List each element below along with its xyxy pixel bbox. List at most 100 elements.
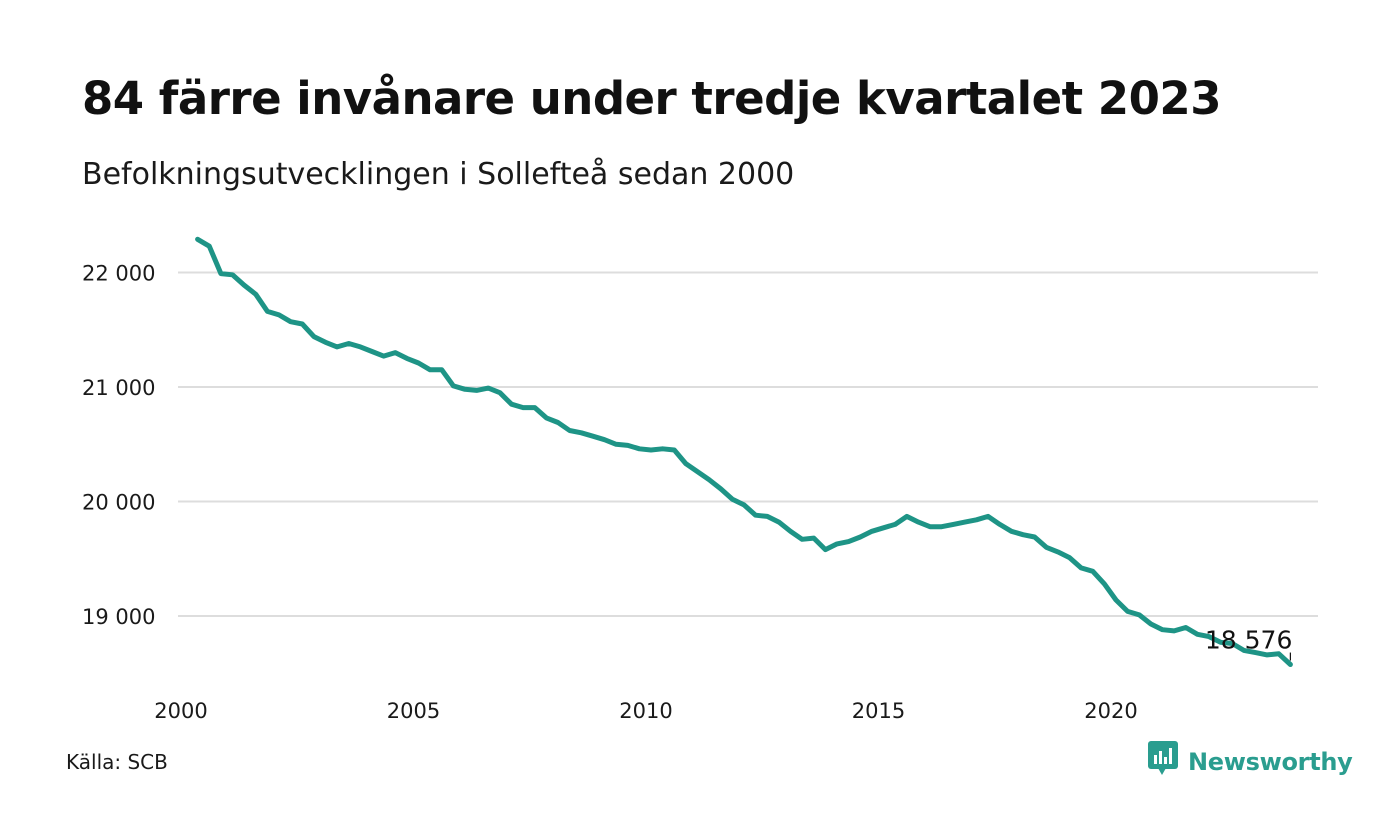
data-point [730,497,735,502]
data-point [1044,545,1049,550]
data-point [544,415,549,420]
data-point [835,541,840,546]
data-point [474,388,479,393]
data-point [300,322,305,327]
data-point [1067,555,1072,560]
data-point [823,547,828,552]
data-point [590,434,595,439]
x-tick-label: 2010 [619,699,672,723]
data-point [1160,627,1165,632]
data-point [381,354,386,359]
data-point [486,386,491,391]
data-point [1172,628,1177,633]
data-point [986,514,991,519]
data-point [846,539,851,544]
population-line [195,236,1293,667]
y-tick-label: 19 000 [82,605,155,629]
data-point [893,522,898,527]
data-point [742,502,747,507]
data-point [358,344,363,349]
data-point [393,350,398,355]
data-point [428,367,433,372]
data-point [951,522,956,527]
data-point [439,367,444,372]
data-point [707,477,712,482]
x-tick-label: 2015 [852,699,905,723]
data-point [928,524,933,529]
data-point [463,387,468,392]
data-point [404,356,409,361]
data-point [1021,532,1026,537]
series-layer [195,236,1293,667]
data-point [858,535,863,540]
annotation-layer: 18 576 [1205,626,1292,661]
data-point [370,349,375,354]
data-point [916,520,921,525]
data-point [323,340,328,345]
data-point [1148,622,1153,627]
x-axis-ticks: 2000 2005 2010 2015 2020 [154,699,1137,723]
data-point [811,536,816,541]
data-point [1195,632,1200,637]
x-tick-label: 2000 [154,699,207,723]
data-point [277,312,282,317]
data-point [288,319,293,324]
data-point [660,446,665,451]
data-point [451,383,456,388]
data-point [649,448,654,453]
y-tick-label: 21 000 [82,376,155,400]
data-point [230,272,235,277]
data-point [567,428,572,433]
data-point [881,525,886,530]
data-point [683,461,688,466]
y-axis-ticks: 19 000 20 000 21 000 22 000 [82,262,155,630]
data-point [532,405,537,410]
data-point [253,292,258,297]
y-tick-label: 22 000 [82,262,155,286]
data-point [556,420,561,425]
end-value-label: 18 576 [1205,626,1292,655]
data-point [602,437,607,442]
data-point [974,517,979,522]
data-point [195,237,200,242]
data-point [1137,612,1142,617]
data-point [997,522,1002,527]
newsworthy-logo-icon [1148,741,1178,783]
brand-name: Newsworthy [1188,748,1353,776]
data-point [416,361,421,366]
data-point [1114,598,1119,603]
data-point [265,309,270,314]
data-point [1125,609,1130,614]
data-point [672,448,677,453]
data-point [311,334,316,339]
data-point [765,514,770,519]
chart-title: 84 färre invånare under tredje kvartalet… [82,72,1222,125]
data-point [242,283,247,288]
data-point [800,537,805,542]
data-point [509,402,514,407]
data-point [718,486,723,491]
data-point [939,524,944,529]
data-point [497,390,502,395]
x-tick-label: 2020 [1084,699,1137,723]
data-point [962,520,967,525]
data-point [637,446,642,451]
y-tick-label: 20 000 [82,491,155,515]
data-point [788,529,793,534]
source-note: Källa: SCB [66,750,168,774]
data-point [579,430,584,435]
data-point [1102,581,1107,586]
data-point [335,344,340,349]
data-point [869,529,874,534]
data-point [521,405,526,410]
gridlines [178,271,1318,617]
data-point [1055,549,1060,554]
chart-subtitle: Befolkningsutvecklingen i Sollefteå seda… [82,157,795,192]
data-point [1183,625,1188,630]
brand-logo[interactable]: Newsworthy [1148,741,1353,783]
data-point [207,244,212,249]
data-point [1032,535,1037,540]
data-point [346,341,351,346]
data-point [776,520,781,525]
